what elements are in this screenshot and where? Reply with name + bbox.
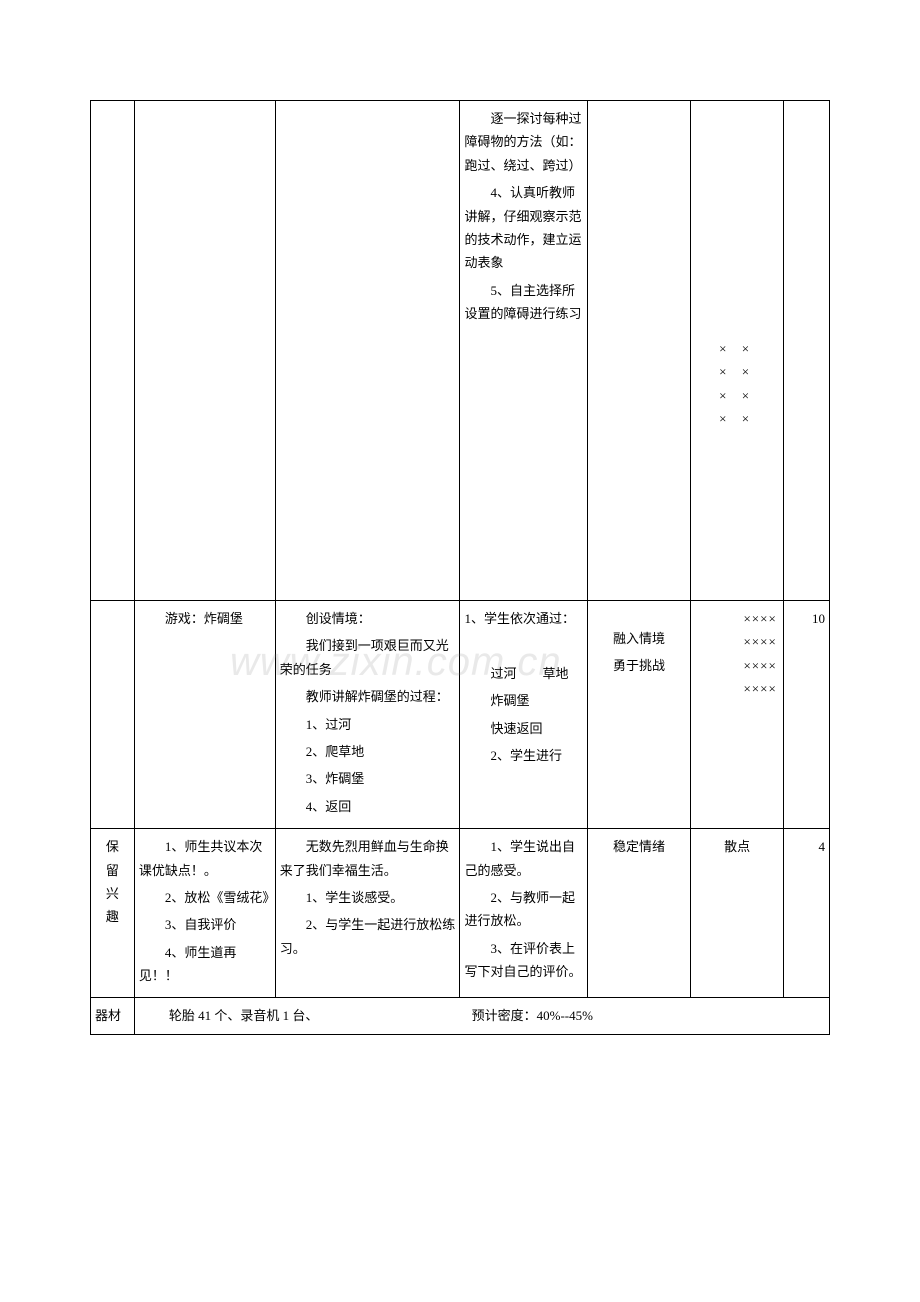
text: 轮胎 41 个、录音机 1 台、 <box>143 1004 469 1027</box>
x-marks: ×××× <box>695 607 778 630</box>
cell-req: 稳定情绪 <box>587 829 691 998</box>
text: 2、爬草地 <box>280 740 456 763</box>
cell-time: 4 <box>783 829 829 998</box>
text: 2、与教师一起进行放松。 <box>464 886 582 933</box>
cell-content: 1、师生共议本次课优缺点！。 2、放松《雪绒花》 3、自我评价 4、师生道再见！… <box>134 829 275 998</box>
x-marks: × × <box>695 337 778 360</box>
cell-teacher <box>275 101 460 601</box>
text: 3、在评价表上写下对自己的评价。 <box>464 937 582 984</box>
text: 游戏：炸碉堡 <box>139 607 271 630</box>
cell-content: 游戏：炸碉堡 <box>134 601 275 829</box>
table-row: 游戏：炸碉堡 创设情境： 我们接到一项艰巨而又光荣的任务 教师讲解炸碉堡的过程：… <box>91 601 830 829</box>
text: 过河 草地 <box>464 662 582 685</box>
cell-stage <box>91 601 135 829</box>
text: 我们接到一项艰巨而又光荣的任务 <box>280 634 456 681</box>
cell-stage: 保留兴趣 <box>91 829 135 998</box>
table-row: 逐一探讨每种过障碍物的方法（如：跑过、绕过、跨过） 4、认真听教师讲解，仔细观察… <box>91 101 830 601</box>
cell-req: 融入情境 勇于挑战 <box>587 601 691 829</box>
cell-student: 逐一探讨每种过障碍物的方法（如：跑过、绕过、跨过） 4、认真听教师讲解，仔细观察… <box>460 101 587 601</box>
cell-teacher: 无数先烈用鲜血与生命换来了我们幸福生活。 1、学生谈感受。 2、与学生一起进行放… <box>275 829 460 998</box>
time-value: 10 <box>812 611 825 626</box>
text: 4、师生道再见！！ <box>139 941 271 988</box>
cell-content <box>134 101 275 601</box>
text: 预计密度：40%--45% <box>472 1004 593 1027</box>
text: 1、师生共议本次课优缺点！。 <box>139 835 271 882</box>
text: 4、认真听教师讲解，仔细观察示范的技术动作，建立运动表象 <box>464 181 582 275</box>
text <box>464 634 582 657</box>
x-marks: ×××× <box>695 630 778 653</box>
text: 1、过河 <box>280 713 456 736</box>
x-marks: × × <box>695 360 778 383</box>
x-marks: ×××× <box>695 654 778 677</box>
text: 1、学生依次通过： <box>464 607 582 630</box>
cell-formation: × × × × × × × × <box>691 101 783 601</box>
text: 2、学生进行 <box>464 744 582 767</box>
text: 3、炸碉堡 <box>280 767 456 790</box>
cell-time <box>783 101 829 601</box>
text: 器材 <box>95 1008 121 1023</box>
text: 创设情境： <box>280 607 456 630</box>
cell-student: 1、学生说出自己的感受。 2、与教师一起进行放松。 3、在评价表上写下对自己的评… <box>460 829 587 998</box>
cell-teacher: 创设情境： 我们接到一项艰巨而又光荣的任务 教师讲解炸碉堡的过程： 1、过河 2… <box>275 601 460 829</box>
text: 炸碉堡 <box>464 689 582 712</box>
text: 2、放松《雪绒花》 <box>139 886 271 909</box>
text: 4、返回 <box>280 795 456 818</box>
text: 稳定情绪 <box>613 839 665 854</box>
cell-time: 10 <box>783 601 829 829</box>
stage-label: 保留兴趣 <box>106 839 119 924</box>
text: 教师讲解炸碉堡的过程： <box>280 685 456 708</box>
text: 散点 <box>724 839 750 854</box>
x-marks: × × <box>695 407 778 430</box>
text: 1、学生谈感受。 <box>280 886 456 909</box>
cell-stage <box>91 101 135 601</box>
cell-formation: 散点 <box>691 829 783 998</box>
cell-student: 1、学生依次通过： 过河 草地 炸碉堡 快速返回 2、学生进行 <box>460 601 587 829</box>
x-marks: × × <box>695 384 778 407</box>
text: 5、自主选择所设置的障碍进行练习 <box>464 279 582 326</box>
lesson-plan-table: 逐一探讨每种过障碍物的方法（如：跑过、绕过、跨过） 4、认真听教师讲解，仔细观察… <box>90 100 830 1035</box>
time-value: 4 <box>819 839 826 854</box>
text: 勇于挑战 <box>592 654 687 677</box>
text: 无数先烈用鲜血与生命换来了我们幸福生活。 <box>280 835 456 882</box>
text: 融入情境 <box>592 627 687 650</box>
x-marks: ×××× <box>695 677 778 700</box>
cell-formation: ×××× ×××× ×××× ×××× <box>691 601 783 829</box>
text: 3、自我评价 <box>139 913 271 936</box>
cell-equipment: 轮胎 41 个、录音机 1 台、 预计密度：40%--45% <box>134 998 829 1034</box>
table-row: 器材 轮胎 41 个、录音机 1 台、 预计密度：40%--45% <box>91 998 830 1034</box>
text: 快速返回 <box>464 717 582 740</box>
cell-req <box>587 101 691 601</box>
table-row: 保留兴趣 1、师生共议本次课优缺点！。 2、放松《雪绒花》 3、自我评价 4、师… <box>91 829 830 998</box>
text: 1、学生说出自己的感受。 <box>464 835 582 882</box>
text: 逐一探讨每种过障碍物的方法（如：跑过、绕过、跨过） <box>464 107 582 177</box>
cell-equipment-label: 器材 <box>91 998 135 1034</box>
text: 2、与学生一起进行放松练习。 <box>280 913 456 960</box>
document-page: 逐一探讨每种过障碍物的方法（如：跑过、绕过、跨过） 4、认真听教师讲解，仔细观察… <box>0 0 920 1095</box>
